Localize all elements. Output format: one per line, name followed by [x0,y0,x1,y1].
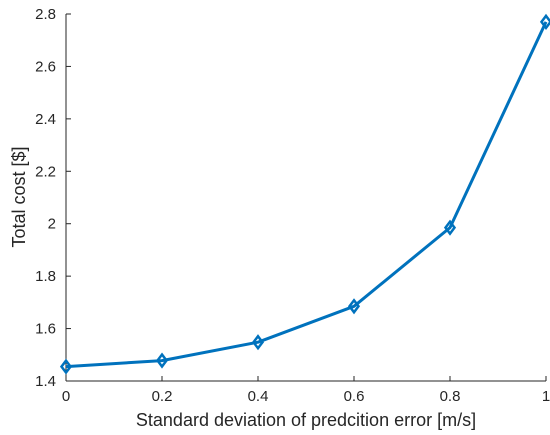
y-tick-label: 2 [48,216,56,233]
y-tick-label: 1.6 [35,321,56,338]
y-tick-label: 2.6 [35,58,56,75]
series-line [65,21,548,369]
x-axis-title: Standard deviation of predcition error [… [136,410,476,430]
x-tick-label: 0 [62,388,70,405]
data-point-marker [347,298,361,315]
x-tick-label: 0.8 [440,388,461,405]
x-tick-label: 1 [542,388,550,405]
x-tick-label: 0.6 [344,388,365,405]
y-tick-label: 2.8 [35,6,56,23]
y-tick-label: 1.4 [35,373,56,390]
data-point-marker [443,219,457,236]
axes [65,14,546,382]
data-point-marker [155,352,169,369]
series [59,13,550,375]
x-tick-label: 0.4 [248,388,269,405]
x-ticks: 0 0.2 0.4 0.6 0.8 1 [62,376,550,405]
y-tick-label: 1.8 [35,268,56,285]
x-tick-label: 0.2 [152,388,173,405]
y-tick-label: 2.4 [35,111,56,128]
y-ticks: 1.4 1.6 1.8 2 2.2 2.4 2.6 2.8 [35,6,71,390]
data-point-marker [251,334,265,351]
y-tick-label: 2.2 [35,163,56,180]
y-axis-title: Total cost [$] [9,146,29,247]
data-point-marker [539,13,550,30]
data-point-marker [59,358,73,375]
